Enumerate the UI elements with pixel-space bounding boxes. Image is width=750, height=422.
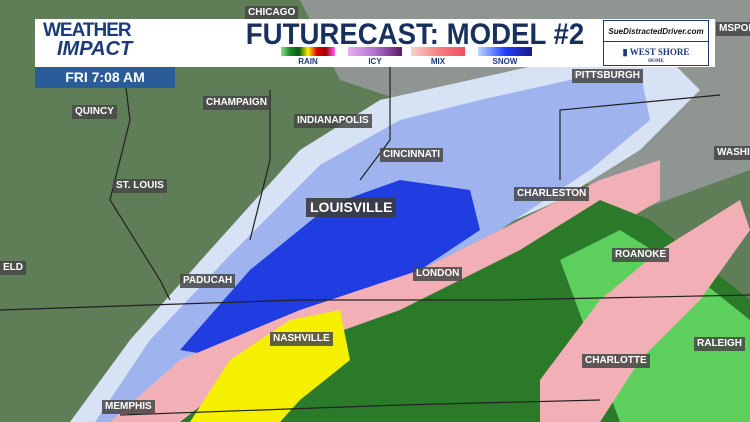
city-label: PITTSBURGH <box>572 69 643 83</box>
city-label: WASHI <box>714 146 750 160</box>
city-label: PADUCAH <box>180 274 236 288</box>
house-icon: ▮ <box>622 47 628 57</box>
city-label: CINCINNATI <box>380 148 444 162</box>
legend-label: ICY <box>368 57 382 66</box>
legend-label: RAIN <box>298 57 318 66</box>
weather-impact-logo: WEATHER IMPACT <box>43 20 133 60</box>
legend-mix: MIX <box>411 47 465 66</box>
city-label: MSPOR <box>716 22 750 36</box>
header-banner: WEATHER IMPACT FUTURECAST: MODEL #2 RAIN… <box>35 19 715 67</box>
city-label: CHAMPAIGN <box>203 96 270 110</box>
city-label: QUINCY <box>72 105 117 119</box>
legend-bar <box>348 47 402 56</box>
city-label: CHARLESTON <box>514 187 590 201</box>
sponsor-box: SueDistractedDriver.com ▮ WEST SHORE HOM… <box>603 20 709 66</box>
legend-label: SNOW <box>492 57 518 66</box>
sponsor-bottom: ▮ WEST SHORE HOME <box>604 42 708 65</box>
forecast-time: FRI 7:08 AM <box>35 67 175 88</box>
city-label: RALEIGH <box>694 337 745 351</box>
city-label: ROANOKE <box>612 248 670 262</box>
legend-bar <box>478 47 532 56</box>
city-label: LONDON <box>413 267 463 281</box>
city-label: LOUISVILLE <box>306 198 397 217</box>
logo-line1: WEATHER <box>43 20 132 41</box>
snow-heavy <box>180 180 480 360</box>
state-borders <box>0 39 750 416</box>
sponsor-sub: HOME <box>648 59 664 64</box>
city-label: INDIANAPOLIS <box>294 114 372 128</box>
sponsor-top: SueDistractedDriver.com <box>604 21 708 42</box>
legend-bar <box>281 47 335 56</box>
legend-bar <box>411 47 465 56</box>
page-title: FUTURECAST: MODEL #2 <box>245 18 585 51</box>
legend-rain: RAIN <box>281 47 335 66</box>
logo-line2: IMPACT <box>57 38 133 60</box>
legend-snow: SNOW <box>478 47 532 66</box>
city-label: CHICAGO <box>245 6 299 20</box>
legend-label: MIX <box>430 57 446 66</box>
city-label: ELD <box>0 261 26 275</box>
city-label: ST. LOUIS <box>113 179 167 193</box>
sponsor-name: WEST SHORE <box>629 47 690 57</box>
legend-icy: ICY <box>348 47 402 66</box>
city-label: CHARLOTTE <box>582 354 650 368</box>
city-label: MEMPHIS <box>102 400 155 414</box>
city-label: NASHVILLE <box>270 332 333 346</box>
